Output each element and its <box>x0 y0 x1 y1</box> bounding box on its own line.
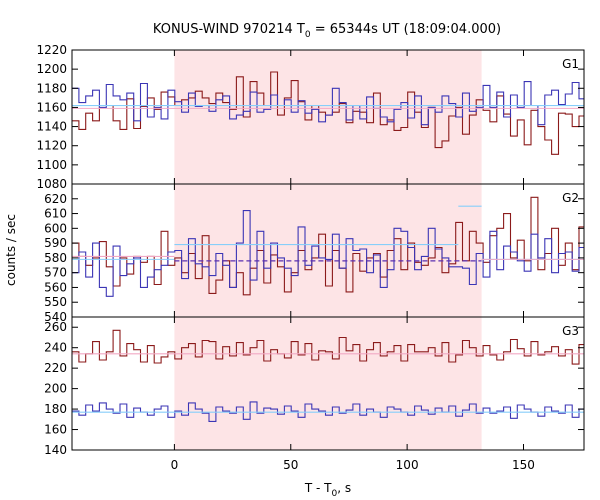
panel-g1: 1080 1100 1120 1140 1160 1180 1200 1220 G1 <box>36 43 585 191</box>
y-tick-label: 570 <box>44 266 67 280</box>
y-tick-label: 240 <box>44 341 67 355</box>
y-tick-label: 550 <box>44 295 67 309</box>
y-tick-label: 220 <box>44 361 67 375</box>
y-tick-label: 560 <box>44 280 67 294</box>
chart-title-main: KONUS-WIND 970214 T <box>153 22 305 37</box>
chart-title-rest: = 65344s UT (18:09:04.000) <box>311 22 501 37</box>
y-tick-label: 580 <box>44 251 67 265</box>
panel-label: G1 <box>562 57 579 71</box>
x-axis-label-rest: , s <box>337 481 351 495</box>
x-tick-label: 0 <box>171 458 179 472</box>
y-tick-label: 1080 <box>36 177 67 191</box>
panel-frame <box>71 316 585 451</box>
chart-title-subscript: 0 <box>305 30 311 40</box>
x-axis-label: T - T0, s <box>304 481 351 499</box>
burst-interval-shade <box>174 317 482 450</box>
y-tick-label: 140 <box>44 443 67 457</box>
y-tick-label: 610 <box>44 207 67 221</box>
y-tick-label: 260 <box>44 320 67 334</box>
x-axis-label-main: T - T <box>304 481 332 495</box>
x-tick-label: 50 <box>283 458 298 472</box>
series-red-histogram <box>72 329 584 365</box>
y-tick-label: 620 <box>44 192 67 206</box>
y-tick-label: 200 <box>44 382 67 396</box>
x-tick-label: 100 <box>396 458 419 472</box>
y-tick-label: 590 <box>44 236 67 250</box>
chart-title: KONUS-WIND 970214 T0 = 65344s UT (18:09:… <box>153 22 501 40</box>
burst-interval-shade <box>174 184 482 317</box>
y-tick-label: 1100 <box>36 158 67 172</box>
panel-g3: 140 160 180 200 220 240 260 G3 <box>44 316 585 457</box>
panel-label: G2 <box>562 191 579 205</box>
series-blue-histogram <box>72 210 584 297</box>
y-tick-label: 540 <box>44 310 67 324</box>
y-tick-label: 160 <box>44 423 67 437</box>
y-tick-label: 1220 <box>36 43 67 57</box>
y-tick-label: 1140 <box>36 120 67 134</box>
x-axis-label-subscript: 0 <box>332 489 338 499</box>
x-tick-label: 150 <box>512 458 535 472</box>
y-tick-label: 600 <box>44 221 67 235</box>
y-tick-label: 1120 <box>36 139 67 153</box>
panel-label: G3 <box>562 324 579 338</box>
y-tick-label: 180 <box>44 402 67 416</box>
y-tick-label: 1200 <box>36 62 67 76</box>
y-tick-label: 1160 <box>36 100 67 114</box>
series-red-histogram <box>72 196 584 296</box>
burst-interval-shade <box>174 50 482 184</box>
y-tick-label: 1180 <box>36 81 67 95</box>
series-red-histogram <box>72 71 584 155</box>
y-axis-label: counts / sec <box>4 214 18 286</box>
plot-panels: 1080 1100 1120 1140 1160 1180 1200 1220 G1 540550… <box>36 43 585 472</box>
series-blue-histogram <box>72 401 584 422</box>
